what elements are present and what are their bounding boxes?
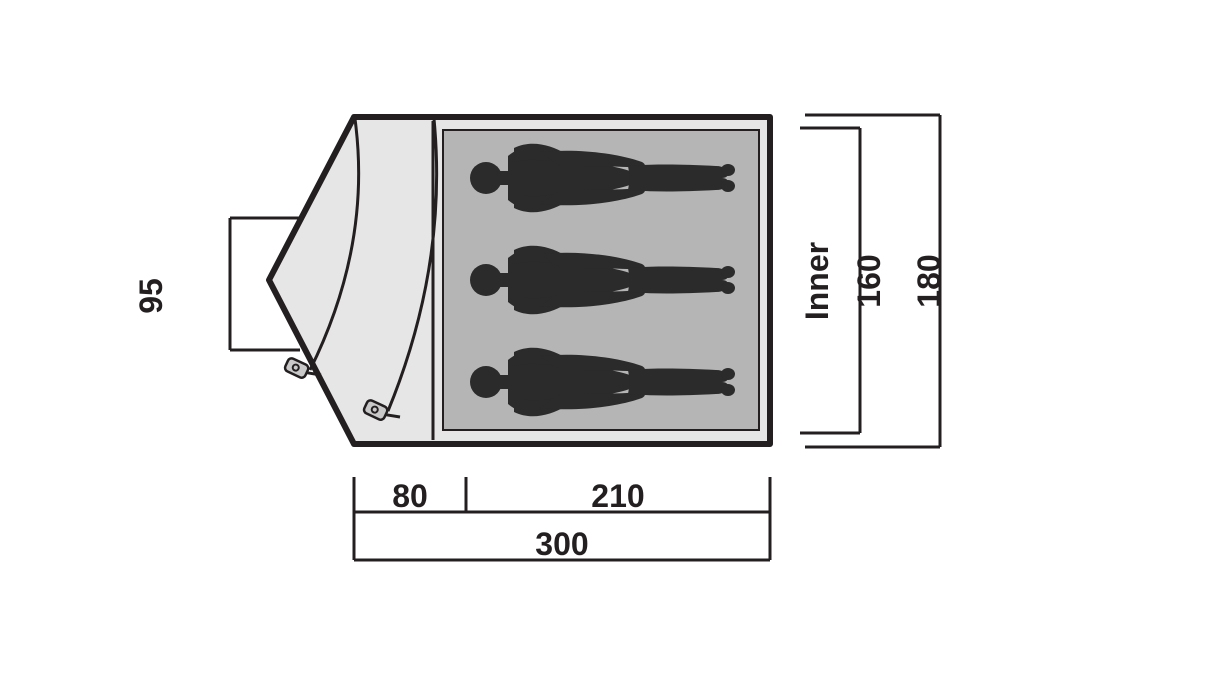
dim-label-180: 180: [911, 254, 947, 307]
dim-label-80: 80: [392, 478, 428, 514]
dim-label-300: 300: [535, 526, 588, 562]
dim-label-210: 210: [591, 478, 644, 514]
dim-label-95: 95: [133, 278, 169, 314]
dim-label-160: 160: [851, 254, 887, 307]
person-silhouettes: [470, 144, 735, 417]
tent-floorplan-diagram: 95 Inner 160 180 80 210 300: [0, 0, 1230, 699]
dim-label-inner: Inner: [799, 242, 835, 320]
